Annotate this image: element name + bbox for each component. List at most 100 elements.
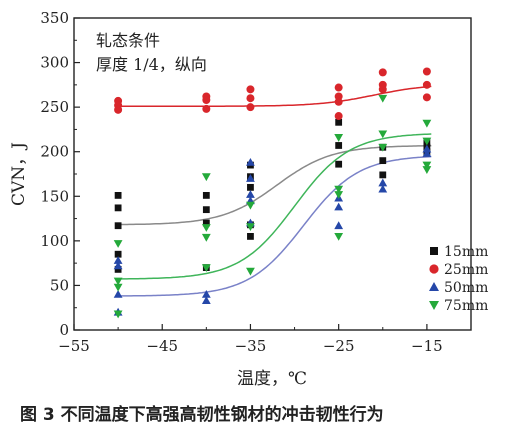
data-point-75mm bbox=[201, 233, 211, 242]
data-point-25mm bbox=[378, 68, 387, 77]
data-point-15mm bbox=[335, 118, 343, 126]
fit-curve-15mm bbox=[118, 145, 432, 226]
data-point-15mm bbox=[335, 142, 343, 149]
data-point-50mm bbox=[113, 256, 123, 264]
data-point-25mm bbox=[378, 85, 387, 94]
data-point-15mm bbox=[114, 265, 122, 273]
data-point-50mm bbox=[378, 184, 388, 193]
data-point-75mm bbox=[113, 240, 123, 248]
data-point-15mm bbox=[114, 222, 122, 230]
data-point-75mm bbox=[201, 173, 211, 182]
y-tick-label: 100 bbox=[40, 232, 69, 250]
data-point-25mm bbox=[334, 97, 343, 106]
data-point-75mm bbox=[422, 137, 432, 146]
y-tick-label: 0 bbox=[59, 321, 69, 339]
annotation-thickness: 厚度 1/4，纵向 bbox=[96, 55, 207, 74]
fit-curve-75mm bbox=[118, 133, 432, 280]
legend-label: 50mm bbox=[444, 280, 488, 296]
fit-curve-50mm bbox=[118, 155, 432, 297]
data-point-75mm bbox=[113, 277, 123, 286]
data-point-15mm bbox=[247, 233, 254, 240]
legend-marker-50mm bbox=[429, 282, 439, 291]
data-point-25mm bbox=[334, 112, 343, 121]
data-point-75mm bbox=[334, 233, 344, 241]
y-tick-label: 300 bbox=[40, 54, 69, 72]
data-point-50mm bbox=[422, 149, 432, 157]
data-points bbox=[113, 67, 432, 319]
data-point-75mm bbox=[246, 223, 255, 231]
legend-marker-25mm bbox=[429, 264, 439, 274]
data-point-75mm bbox=[201, 224, 211, 232]
data-point-25mm bbox=[422, 67, 431, 76]
x-tick-label: −55 bbox=[58, 337, 90, 355]
data-point-50mm bbox=[422, 144, 432, 153]
data-point-15mm bbox=[202, 191, 210, 199]
data-point-75mm bbox=[422, 119, 432, 128]
data-point-25mm bbox=[202, 96, 211, 105]
data-point-15mm bbox=[114, 250, 122, 258]
data-point-75mm bbox=[422, 161, 432, 170]
data-point-15mm bbox=[247, 183, 254, 191]
data-point-25mm bbox=[422, 80, 431, 89]
data-point-75mm bbox=[334, 191, 344, 199]
data-point-25mm bbox=[246, 85, 255, 94]
y-tick-label: 250 bbox=[40, 98, 69, 116]
data-point-75mm bbox=[246, 267, 255, 276]
data-point-75mm bbox=[201, 264, 211, 272]
data-point-25mm bbox=[202, 104, 211, 113]
data-point-15mm bbox=[114, 204, 122, 212]
annotation-condition: 轧态条件 bbox=[96, 31, 160, 50]
data-point-75mm bbox=[113, 283, 123, 292]
data-point-50mm bbox=[246, 190, 255, 198]
y-tick-label: 50 bbox=[50, 276, 69, 294]
legend-label: 25mm bbox=[444, 262, 488, 278]
x-tick-label: −35 bbox=[235, 337, 267, 355]
data-point-50mm bbox=[334, 221, 344, 230]
y-axis-ticks: 0 50 100 150 200 250 300 350 bbox=[40, 9, 80, 339]
data-point-75mm bbox=[422, 166, 432, 174]
data-point-75mm bbox=[378, 94, 388, 103]
legend-label: 15mm bbox=[444, 244, 488, 260]
data-point-25mm bbox=[422, 93, 431, 102]
legend: 15mm 25mm 50mm 75mm bbox=[429, 244, 488, 314]
data-point-50mm bbox=[334, 202, 344, 211]
data-point-50mm bbox=[246, 174, 255, 182]
data-point-15mm bbox=[114, 191, 122, 199]
fit-curves bbox=[118, 85, 432, 297]
data-point-15mm bbox=[202, 219, 210, 227]
legend-marker-75mm bbox=[429, 301, 439, 310]
data-point-50mm bbox=[378, 178, 388, 187]
data-point-50mm bbox=[201, 296, 211, 304]
x-tick-label: −45 bbox=[146, 337, 178, 355]
data-point-25mm bbox=[246, 103, 255, 112]
data-point-50mm bbox=[113, 261, 123, 270]
data-point-15mm bbox=[202, 206, 210, 214]
figure-caption: 图 3 不同温度下高强高韧性钢材的冲击韧性行为 bbox=[20, 405, 384, 425]
x-axis-label: 温度，℃ bbox=[237, 369, 307, 389]
data-point-75mm bbox=[334, 185, 344, 194]
data-point-50mm bbox=[246, 158, 255, 166]
data-point-75mm bbox=[334, 134, 344, 142]
data-point-25mm bbox=[334, 83, 343, 92]
data-point-50mm bbox=[113, 289, 123, 298]
legend-marker-15mm bbox=[430, 247, 438, 255]
data-point-15mm bbox=[379, 157, 387, 165]
data-point-25mm bbox=[246, 94, 255, 103]
data-point-25mm bbox=[114, 105, 123, 114]
data-point-50mm bbox=[201, 289, 211, 298]
data-point-75mm bbox=[378, 143, 388, 152]
y-axis-label: CVN，J bbox=[9, 142, 29, 206]
x-tick-label: −25 bbox=[323, 337, 355, 355]
y-tick-label: 200 bbox=[40, 143, 69, 161]
data-point-75mm bbox=[378, 130, 388, 139]
x-tick-label: −15 bbox=[411, 337, 443, 355]
legend-label: 75mm bbox=[444, 298, 488, 314]
x-axis-ticks: −55 −45 −35 −25 −15 bbox=[58, 324, 443, 355]
data-point-75mm bbox=[246, 201, 255, 210]
y-tick-label: 150 bbox=[40, 187, 69, 205]
data-point-75mm bbox=[113, 310, 123, 319]
fit-curve-25mm bbox=[118, 85, 432, 107]
data-point-15mm bbox=[335, 160, 343, 168]
y-tick-label: 350 bbox=[40, 9, 69, 27]
